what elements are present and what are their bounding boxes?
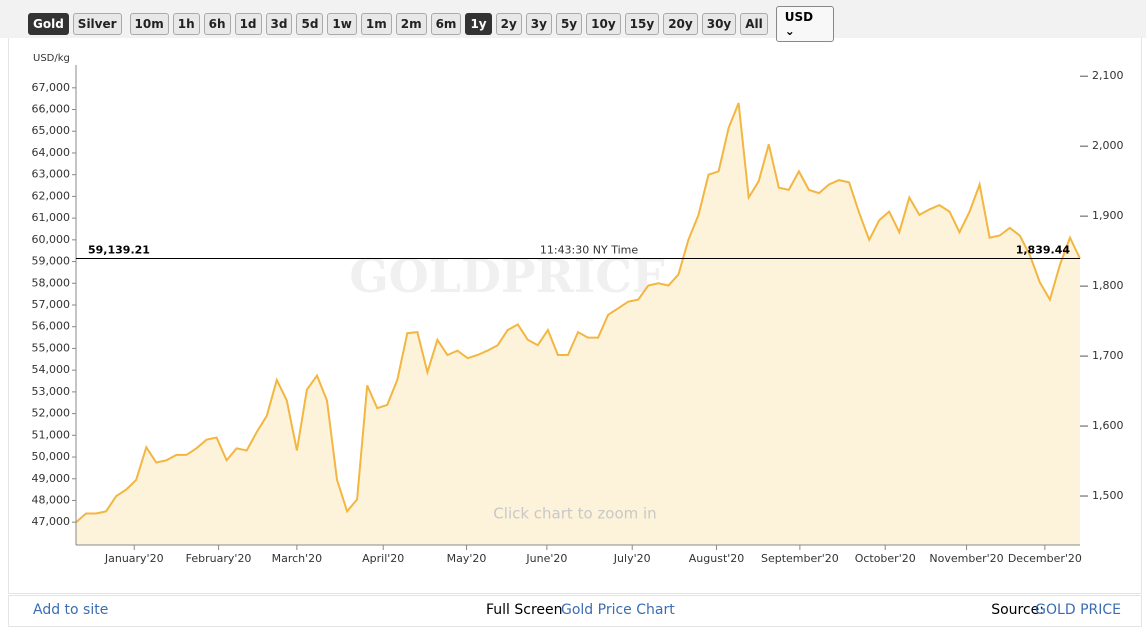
y2-tick-label: 1,600	[1092, 419, 1124, 432]
toolbar-button[interactable]: 10y	[586, 13, 621, 35]
fullscreen-label: Full Screen	[486, 602, 563, 618]
x-tick-label: March'20	[272, 552, 323, 565]
y2-tick-label: 1,800	[1092, 279, 1124, 292]
current-price-label: 59,139.21	[88, 244, 150, 257]
currency-select[interactable]: USD ⌄	[775, 6, 834, 42]
y-tick-label: 56,000	[32, 320, 71, 333]
toolbar-button[interactable]: 2m	[395, 13, 427, 35]
toolbar-button[interactable]: All	[740, 13, 768, 35]
toolbar-button[interactable]: 30y	[701, 13, 737, 35]
x-tick-label: November'20	[929, 552, 1003, 565]
toolbar-button[interactable]: 15y	[624, 13, 660, 35]
area	[76, 103, 1080, 545]
y-tick-label: 61,000	[32, 211, 71, 224]
y-tick-label: 60,000	[32, 233, 71, 246]
y-tick-label: 62,000	[32, 189, 71, 202]
y-tick-label: 59,000	[32, 255, 71, 268]
y2-tick-label: 1,700	[1092, 349, 1124, 362]
current-time: 11:43:30 NY Time	[540, 244, 638, 257]
y-tick-label: 48,000	[32, 493, 71, 506]
x-tick-label: June'20	[525, 552, 567, 565]
y-tick-label: 47,000	[32, 515, 71, 528]
source-link[interactable]: GOLD PRICE	[1035, 602, 1121, 618]
toolbar-button[interactable]: 1h	[172, 13, 200, 35]
toolbar-button[interactable]: 2y	[495, 13, 522, 35]
y-tick-label: 55,000	[32, 341, 71, 354]
y-tick-label: 63,000	[32, 168, 71, 181]
y-tick-label: 67,000	[32, 81, 71, 94]
x-tick-label: May'20	[447, 552, 487, 565]
toolbar-button[interactable]: 3d	[265, 13, 293, 35]
x-tick-label: April'20	[362, 552, 404, 565]
price-line	[75, 102, 1081, 523]
y-tick-label: 53,000	[32, 385, 71, 398]
x-tick-label: January'20	[104, 552, 164, 565]
zoom-hint: Click chart to zoom in	[493, 505, 656, 523]
toolbar: Gold Silver 10m 1h 6h 1d 3d 5d 1w 1m 2m 6m 1y 2y 3y 5y 1…	[28, 6, 834, 42]
add-to-site[interactable]: Add to site	[33, 602, 109, 618]
y2-tick-label: 1,900	[1092, 209, 1124, 222]
toolbar-button[interactable]: 10m	[129, 13, 169, 35]
y-tick-label: 50,000	[32, 450, 71, 463]
y-tick-label: 65,000	[32, 124, 71, 137]
toolbar-button[interactable]: 20y	[663, 13, 698, 35]
x-tick-label: December'20	[1008, 552, 1082, 565]
toolbar-button[interactable]: 1w	[327, 13, 357, 35]
y-tick-label: 49,000	[32, 472, 71, 485]
x-tick-label: July'20	[613, 552, 651, 565]
y-tick-label: 54,000	[32, 363, 71, 376]
x-tick-label: February'20	[186, 552, 252, 565]
fullscreen-link[interactable]: Gold Price Chart	[561, 602, 675, 618]
chart-panel	[8, 38, 1142, 594]
y2-tick-label: 1,500	[1092, 489, 1124, 502]
y-tick-label: 58,000	[32, 276, 71, 289]
source-label: Source:	[991, 602, 1044, 618]
toolbar-button[interactable]: Silver	[72, 13, 122, 35]
toolbar-button[interactable]: 1m	[360, 13, 392, 35]
x-tick-label: August'20	[689, 552, 745, 565]
y-tick-label: 66,000	[32, 103, 71, 116]
toolbar-button[interactable]: 5d	[296, 13, 324, 35]
footer: Add to site Full Screen Gold Price Chart…	[8, 595, 1142, 627]
toolbar-button[interactable]: Gold	[28, 13, 69, 35]
toolbar-button[interactable]: 1y	[465, 13, 492, 35]
y2-tick-label: 2,000	[1092, 139, 1124, 152]
y-tick-label: 51,000	[32, 428, 71, 441]
toolbar-button[interactable]: 5y	[555, 13, 583, 35]
y-tick-label: 57,000	[32, 298, 71, 311]
y-axis-label: USD/kg	[33, 53, 70, 64]
current-price-y2-label: 1,839.44	[1016, 244, 1071, 257]
x-tick-label: October'20	[855, 552, 916, 565]
y-tick-label: 52,000	[32, 407, 71, 420]
toolbar-button[interactable]: 6m	[430, 13, 462, 35]
toolbar-button[interactable]: 1d	[234, 13, 262, 35]
toolbar-button[interactable]: 3y	[525, 13, 552, 35]
x-tick-label: September'20	[761, 552, 839, 565]
y2-tick-label: 2,100	[1092, 69, 1124, 82]
toolbar-button[interactable]: 6h	[203, 13, 231, 35]
y-tick-label: 64,000	[32, 146, 71, 159]
